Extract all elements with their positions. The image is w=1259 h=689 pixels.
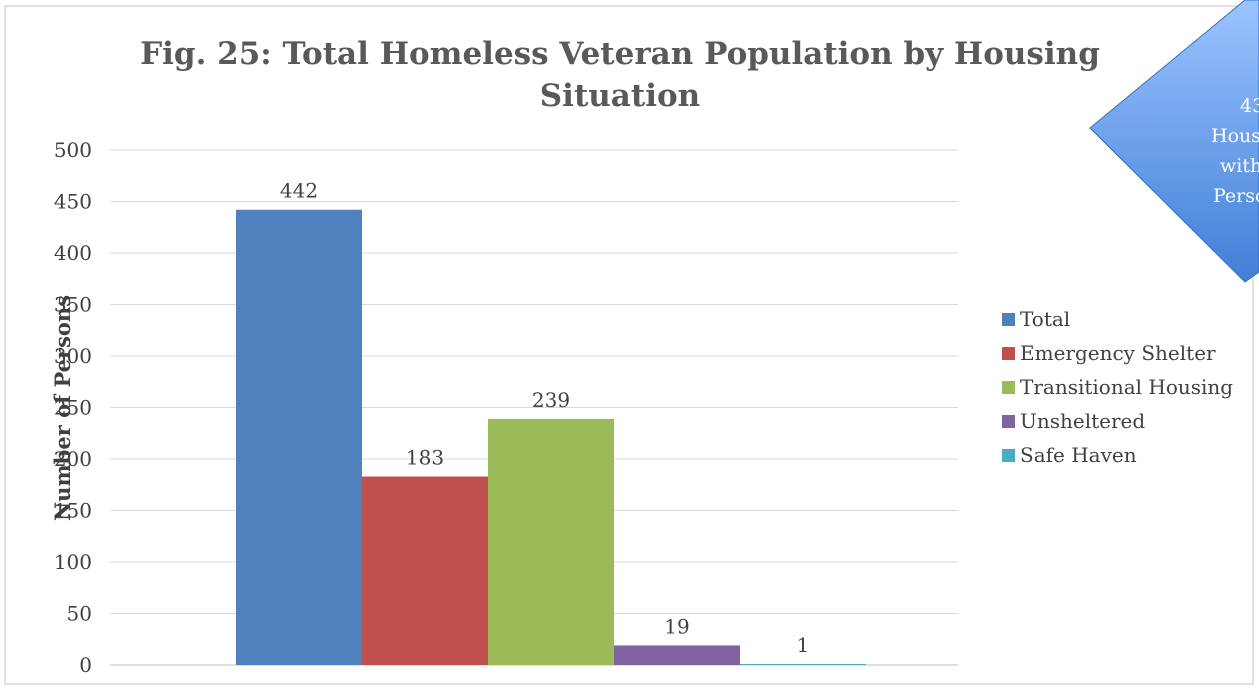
legend-swatch	[1002, 347, 1015, 360]
legend-swatch	[1002, 415, 1015, 428]
data-label: 239	[532, 388, 570, 412]
y-tick-label: 150	[54, 499, 92, 523]
bar-unsheltered	[614, 645, 740, 665]
legend-label: Emergency Shelter	[1020, 341, 1216, 365]
data-label: 183	[406, 446, 444, 470]
y-tick-label: 450	[54, 190, 92, 214]
callout-line-1: 435	[1240, 95, 1259, 117]
chart-title-line-2: Situation	[540, 78, 700, 114]
callout-line-2: Househ	[1211, 125, 1259, 147]
data-label: 1	[797, 633, 810, 657]
legend-swatch	[1002, 449, 1015, 462]
callout-line-3: with 4	[1220, 155, 1259, 177]
y-tick-label: 250	[54, 396, 92, 420]
y-tick-label: 0	[79, 653, 92, 677]
chart-frame	[4, 5, 1254, 685]
y-tick-label: 200	[54, 447, 92, 471]
y-axis-label: Number of Persons	[50, 295, 75, 521]
callout-shape: 435 Househ with 4 Perso	[1089, 0, 1259, 283]
y-tick-label: 350	[54, 293, 92, 317]
callout-diamond	[1089, 0, 1259, 283]
legend-swatch	[1002, 313, 1015, 326]
legend-label: Total	[1020, 307, 1070, 331]
bar-safe-haven	[740, 663, 866, 665]
legend-label: Safe Haven	[1020, 443, 1137, 467]
bar-total	[236, 209, 362, 666]
legend-swatch	[1002, 381, 1015, 394]
y-tick-label: 400	[54, 241, 92, 265]
y-tick-label: 100	[54, 550, 92, 574]
y-tick-label: 50	[67, 602, 92, 626]
legend-label: Unsheltered	[1020, 409, 1145, 433]
bars	[236, 209, 866, 666]
data-labels: 442 183 239 19 1	[280, 179, 809, 657]
y-tick-label: 500	[54, 138, 92, 162]
legend-label: Transitional Housing	[1020, 375, 1233, 399]
data-label: 442	[280, 179, 318, 203]
bar-emergency-shelter	[362, 476, 488, 665]
data-label: 19	[664, 614, 689, 638]
bar-transitional-housing	[488, 418, 614, 665]
legend: Total Emergency Shelter Transitional Housi…	[1002, 307, 1233, 467]
callout-line-4: Perso	[1213, 185, 1259, 207]
chart-title-line-1: Fig. 25: Total Homeless Veteran Populati…	[140, 36, 1100, 72]
y-axis-ticks: 0 50 100 150 200 250 300 350 400 450 500	[54, 138, 92, 677]
y-tick-label: 300	[54, 344, 92, 368]
